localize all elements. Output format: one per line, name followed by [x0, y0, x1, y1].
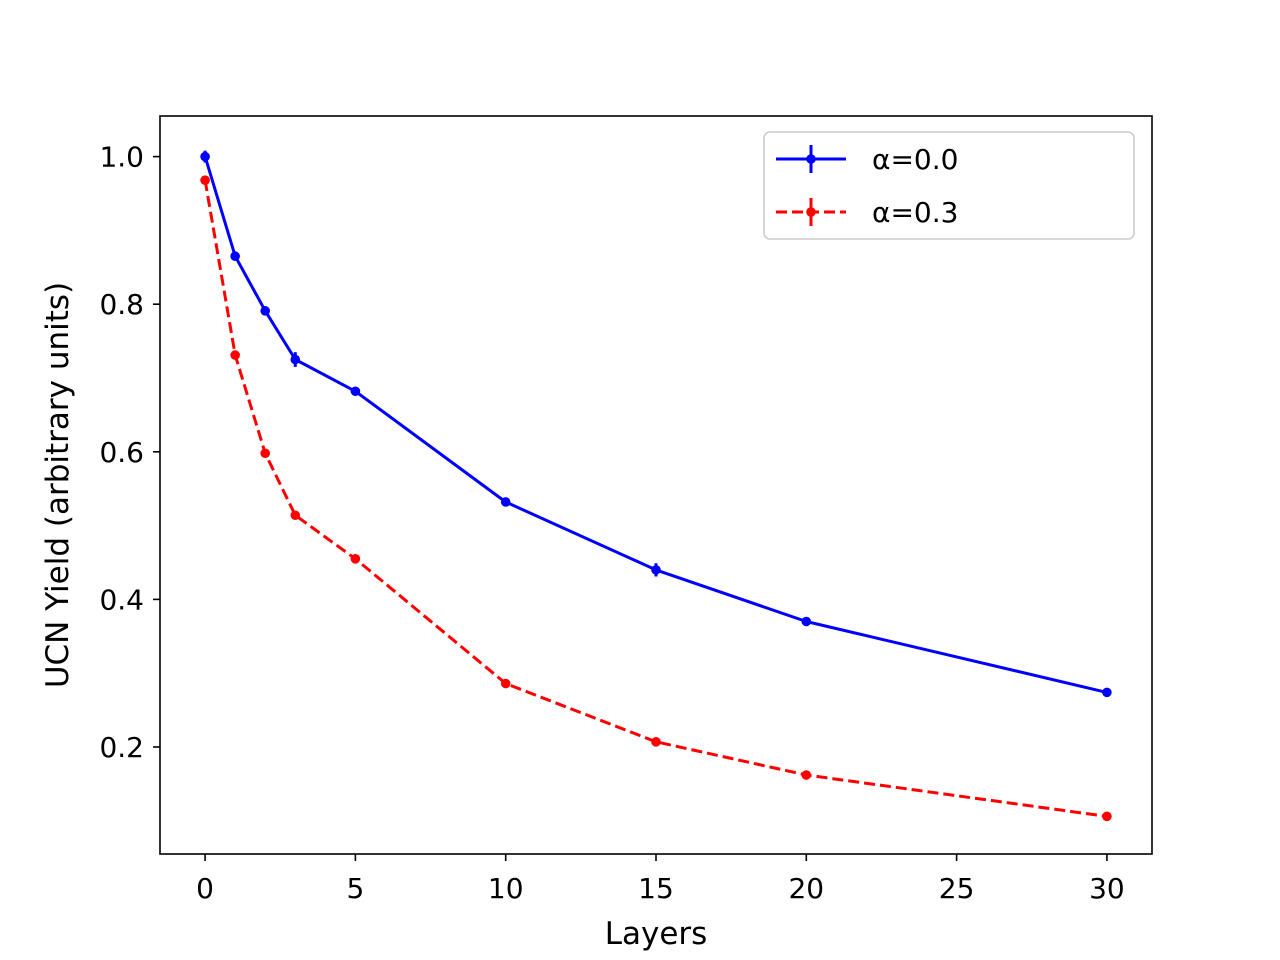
legend-entry-2: α=0.3	[776, 196, 958, 229]
data-point	[260, 448, 271, 459]
data-point	[350, 386, 361, 397]
data-point	[801, 616, 812, 627]
data-point	[801, 770, 812, 780]
legend-entry-1: α=0.0	[776, 143, 958, 176]
x-tick-label: 0	[196, 872, 214, 905]
data-point	[500, 678, 511, 689]
series-2	[200, 175, 1112, 822]
series-1	[200, 150, 1112, 698]
y-tick-label: 0.4	[99, 583, 144, 616]
y-tick-label: 0.8	[99, 288, 144, 321]
data-point	[500, 497, 511, 507]
legend-box	[763, 131, 1135, 240]
data-point	[230, 251, 240, 262]
data-point	[230, 350, 240, 360]
legend-label: α=0.0	[872, 143, 958, 176]
data-point	[290, 354, 301, 365]
x-tick-label: 15	[638, 872, 674, 905]
x-axis: 0 5 10 15 20 25 30	[196, 854, 1125, 905]
legend-label: α=0.3	[872, 196, 958, 229]
data-point	[350, 554, 361, 564]
data-point	[651, 737, 661, 747]
data-point	[290, 510, 301, 521]
legend: α=0.0 α=0.3	[763, 131, 1135, 240]
data-point	[260, 306, 271, 316]
x-tick-label: 10	[488, 872, 524, 905]
x-tick-label: 30	[1089, 872, 1125, 905]
x-tick-label: 20	[788, 872, 824, 905]
x-tick-label: 25	[939, 872, 975, 905]
y-tick-label: 1.0	[99, 141, 144, 174]
data-point	[651, 565, 661, 575]
series-layer	[200, 150, 1112, 822]
y-tick-label: 0.2	[99, 731, 144, 764]
data-point	[1102, 811, 1112, 822]
y-axis-title: UCN Yield (arbitrary units)	[40, 282, 76, 688]
data-point	[1102, 687, 1112, 698]
y-tick-label: 0.6	[99, 436, 144, 469]
x-axis-title: Layers	[605, 916, 708, 952]
x-tick-label: 5	[346, 872, 364, 905]
legend-marker-swatch	[806, 154, 816, 164]
data-point	[200, 175, 210, 186]
y-axis: 0.2 0.4 0.6 0.8 1.0	[99, 141, 160, 764]
data-point	[200, 151, 210, 162]
legend-marker-swatch	[806, 207, 816, 217]
